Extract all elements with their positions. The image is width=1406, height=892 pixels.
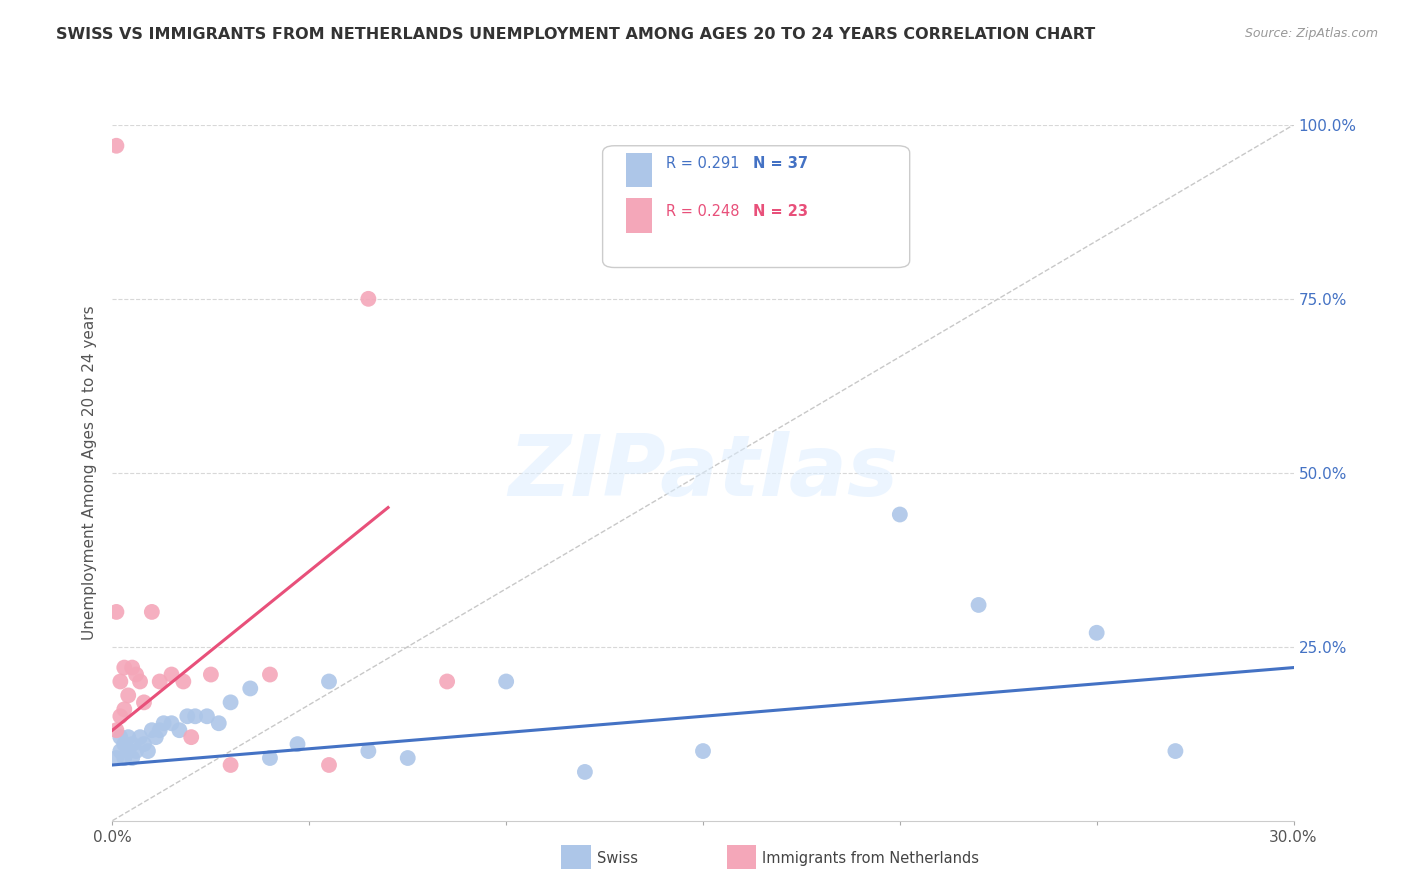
Point (141, 605, 163, 619)
Point (132, 695, 155, 709)
Point (574, 764, 596, 779)
FancyBboxPatch shape (561, 845, 591, 870)
Point (357, 744, 380, 758)
FancyBboxPatch shape (626, 198, 652, 233)
Point (396, 751, 419, 765)
Point (889, 508, 911, 522)
Text: N = 37: N = 37 (752, 155, 807, 170)
Point (121, 737, 143, 751)
Point (152, 716, 174, 731)
Point (160, 667, 183, 681)
Point (105, 605, 128, 619)
Text: Swiss: Swiss (596, 851, 638, 866)
Point (219, 758, 242, 772)
FancyBboxPatch shape (626, 153, 652, 187)
Point (110, 744, 132, 758)
Point (259, 667, 281, 681)
Point (184, 709, 207, 723)
Point (110, 674, 132, 689)
Point (145, 730, 167, 744)
Point (208, 716, 231, 731)
Point (200, 667, 222, 681)
Point (239, 681, 262, 696)
Point (117, 744, 139, 758)
Point (125, 667, 148, 681)
Point (129, 730, 152, 744)
Point (318, 674, 340, 689)
Point (436, 674, 458, 689)
Point (136, 744, 159, 758)
Point (967, 598, 990, 612)
Point (117, 730, 139, 744)
Point (105, 138, 128, 153)
Point (105, 723, 128, 738)
Y-axis label: Unemployment Among Ages 20 to 24 years: Unemployment Among Ages 20 to 24 years (82, 305, 97, 640)
Point (105, 751, 128, 765)
Point (149, 723, 172, 738)
Point (180, 730, 202, 744)
Point (160, 716, 183, 731)
Point (132, 737, 155, 751)
Text: N = 23: N = 23 (752, 204, 807, 219)
Point (219, 695, 242, 709)
Text: ZIPatlas: ZIPatlas (508, 431, 898, 515)
Point (176, 709, 198, 723)
Point (357, 292, 380, 306)
Point (112, 737, 135, 751)
Point (692, 744, 714, 758)
Point (141, 723, 163, 738)
Point (287, 737, 309, 751)
Point (129, 674, 152, 689)
Point (110, 730, 132, 744)
Point (112, 660, 135, 674)
Point (1164, 744, 1187, 758)
Point (318, 758, 340, 772)
Text: R = 0.291: R = 0.291 (666, 155, 754, 170)
Point (495, 674, 517, 689)
Point (1085, 625, 1108, 640)
Point (117, 689, 139, 703)
Text: Source: ZipAtlas.com: Source: ZipAtlas.com (1244, 27, 1378, 40)
Point (112, 751, 135, 765)
Text: Immigrants from Netherlands: Immigrants from Netherlands (762, 851, 979, 866)
Point (195, 709, 218, 723)
Point (112, 702, 135, 716)
Point (149, 674, 172, 689)
Point (172, 674, 194, 689)
Point (121, 751, 143, 765)
Point (110, 709, 132, 723)
Text: SWISS VS IMMIGRANTS FROM NETHERLANDS UNEMPLOYMENT AMONG AGES 20 TO 24 YEARS CORR: SWISS VS IMMIGRANTS FROM NETHERLANDS UNE… (56, 27, 1095, 42)
Point (259, 751, 281, 765)
FancyBboxPatch shape (727, 845, 756, 870)
Point (169, 723, 191, 738)
Text: R = 0.248: R = 0.248 (666, 204, 754, 219)
FancyBboxPatch shape (603, 145, 910, 268)
Point (121, 660, 143, 674)
Point (125, 744, 148, 758)
